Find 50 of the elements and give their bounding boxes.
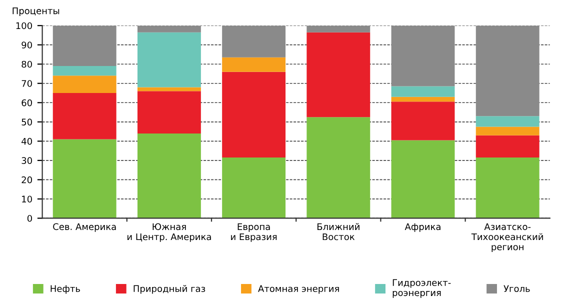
x-tick-label: Африка: [404, 223, 440, 232]
bar: [391, 86, 455, 97]
y-tick-label: 100: [16, 22, 32, 30]
y-tick-label: 40: [22, 138, 32, 145]
bar: [52, 66, 116, 76]
x-tick-label: Ближний Восток: [317, 223, 360, 240]
bar: [137, 32, 201, 88]
bar: [306, 26, 370, 32]
legend-label: Природный газ: [134, 285, 206, 294]
bar: [52, 26, 116, 66]
x-tick-label: Сев. Америка: [53, 223, 116, 232]
y-tick-label: 60: [22, 99, 32, 106]
legend-label: Атомная энергия: [258, 285, 339, 294]
bar: [476, 126, 540, 136]
bar: [222, 26, 286, 58]
bar: [222, 57, 286, 72]
bar: [52, 76, 116, 94]
y-axis-title: Проценты: [12, 7, 60, 16]
bar: [476, 116, 540, 127]
legend-label: Гидроэлект- роэнергия: [392, 279, 451, 298]
legend-label: Нефть: [50, 285, 80, 294]
x-tick-label: Европа и Евразия: [231, 223, 277, 242]
y-tick-label: 20: [22, 176, 32, 184]
bar: [476, 26, 540, 116]
bar: [137, 26, 201, 32]
y-tick-label: 50: [22, 118, 32, 126]
bar: [137, 87, 201, 92]
bar: [222, 72, 286, 158]
x-tick-label: Азиатско- Тихоокеанский регион: [471, 223, 543, 252]
bar: [306, 32, 370, 118]
bar: [476, 158, 540, 218]
legend-label: Уголь: [504, 285, 530, 292]
y-tick-label: 90: [22, 42, 32, 48]
bar: [137, 133, 201, 218]
bar: [476, 135, 540, 158]
bar: [52, 139, 116, 218]
y-tick-label: 70: [22, 80, 32, 87]
bar: [137, 91, 201, 134]
bar: [391, 140, 455, 218]
bar: [391, 96, 455, 102]
y-tick-label: 0: [27, 214, 32, 222]
bar: [222, 158, 286, 218]
y-tick-label: 10: [22, 196, 32, 203]
bar: [306, 117, 370, 218]
bar: [52, 93, 116, 140]
x-tick-label: Южная и Центр. Америка: [127, 223, 211, 242]
bar: [391, 26, 455, 86]
y-tick-label: 30: [22, 157, 32, 164]
y-tick-label: 80: [22, 60, 32, 68]
bar: [391, 102, 455, 140]
